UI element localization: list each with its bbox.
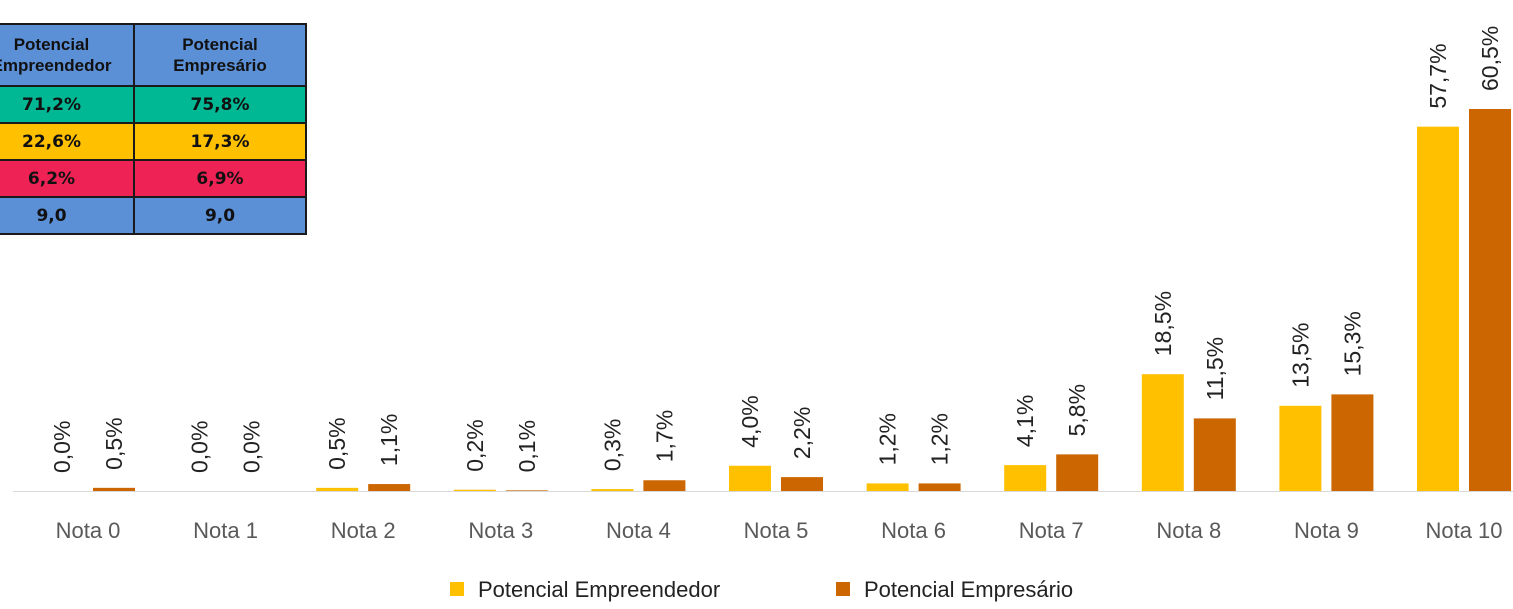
data-label: 0,0% [187,421,213,473]
summary-header-row: Potencial Empreendedor Potencial Empresári… [0,23,307,87]
data-label: 11,5% [1202,337,1228,401]
summary-row: 22,6% 17,3% [0,122,307,161]
summary-cell: 6,2% [0,159,135,198]
summary-cell: 71,2% [0,85,135,124]
bar-empresario [93,487,135,491]
bar-empresario [505,490,548,491]
data-label: 1,2% [927,413,953,465]
bar-empresario [1193,418,1236,491]
category-label: Nota 5 [744,518,809,543]
bar-empreendedor [591,489,634,491]
summary-cell: 17,3% [133,122,307,161]
category-label: Nota 8 [1156,518,1221,543]
data-label: 15,3% [1339,311,1365,376]
data-label: 0,0% [239,421,265,473]
data-label: 0,0% [49,421,75,473]
summary-row: 9,0 9,0 [0,196,307,235]
category-label: Nota 2 [331,518,396,543]
bar-empreendedor [316,487,359,491]
data-label: 13,5% [1287,323,1313,388]
legend-swatch [450,582,464,596]
summary-cell: 9,0 [133,196,307,235]
data-label: 1,7% [651,410,677,462]
data-label: 0,2% [462,419,488,471]
data-label: 60,5% [1477,26,1503,91]
data-label: 4,0% [737,395,763,447]
bar-empresario [1469,109,1511,491]
summary-cell: 9,0 [0,196,135,235]
summary-row: 6,2% 6,9% [0,159,307,198]
data-label: 0,5% [101,417,127,469]
bar-empreendedor [1141,374,1184,491]
summary-cell: 75,8% [133,85,307,124]
summary-table: Potencial Empreendedor Potencial Empresári… [0,23,307,235]
bar-empreendedor [1279,405,1322,491]
summary-row: 71,2% 75,8% [0,85,307,124]
data-label: 57,7% [1425,43,1451,108]
data-label: 18,5% [1150,291,1176,356]
bar-empresario [643,480,686,491]
bar-empreendedor [453,489,496,491]
summary-cell: 6,9% [133,159,307,198]
bar-empreendedor [866,483,909,491]
bar-empreendedor [729,465,771,491]
bar-empresario [918,483,961,491]
category-label: Nota 7 [1019,518,1084,543]
category-label: Nota 0 [56,518,121,543]
data-label: 2,2% [789,407,815,459]
legend-label: Potencial Empresário [864,577,1073,602]
legend-label: Potencial Empreendedor [478,577,720,602]
bar-empresario [1056,454,1099,491]
category-label: Nota 6 [881,518,946,543]
data-label: 0,3% [599,419,625,471]
category-label: Nota 10 [1425,518,1502,543]
legend-swatch [836,582,850,596]
summary-header-empreendedor: Potencial Empreendedor [0,23,135,87]
category-label: Nota 1 [193,518,258,543]
data-label: 4,1% [1012,395,1038,447]
bar-empresario [1331,394,1374,491]
summary-header-empresario: Potencial Empresário [133,23,307,87]
data-label: 5,8% [1064,384,1090,436]
data-label: 1,2% [875,413,901,465]
summary-cell: 22,6% [0,122,135,161]
data-label: 0,5% [324,417,350,469]
category-label: Nota 3 [468,518,533,543]
category-label: Nota 4 [606,518,671,543]
bar-empreendedor [1004,465,1047,491]
bar-empresario [781,477,823,491]
bar-empreendedor [1417,126,1459,492]
category-label: Nota 9 [1294,518,1359,543]
data-label: 1,1% [376,414,402,466]
data-label: 0,1% [514,420,540,472]
bar-empresario [368,484,411,491]
